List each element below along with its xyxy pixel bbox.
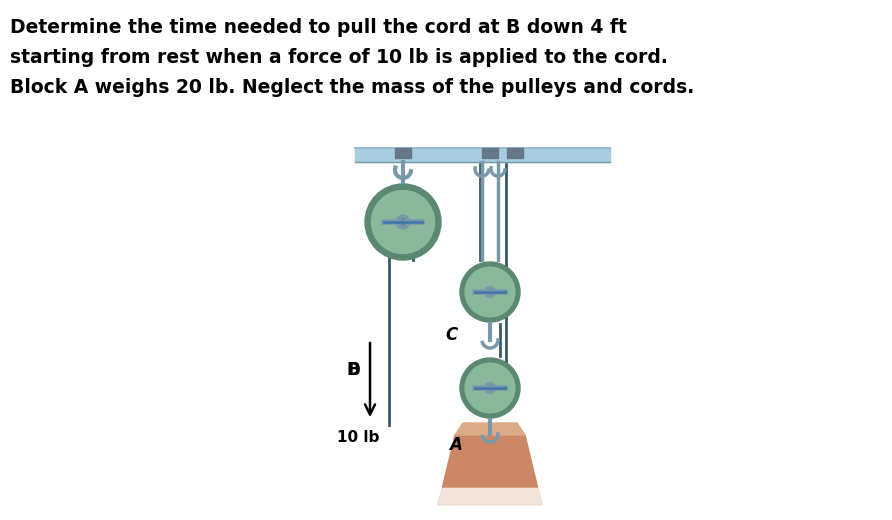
Circle shape <box>460 262 520 322</box>
Circle shape <box>484 383 495 394</box>
Circle shape <box>488 290 492 294</box>
Polygon shape <box>442 435 538 487</box>
Circle shape <box>488 386 492 390</box>
Circle shape <box>465 363 515 413</box>
Text: 10 lb: 10 lb <box>337 430 379 445</box>
Text: Determine the time needed to pull the cord at B down 4 ft: Determine the time needed to pull the co… <box>10 18 627 37</box>
Text: B: B <box>347 361 360 379</box>
Circle shape <box>371 190 434 254</box>
Circle shape <box>484 287 495 297</box>
Text: C: C <box>446 326 458 344</box>
Bar <box>355 148 610 162</box>
Circle shape <box>365 184 441 260</box>
Text: A: A <box>450 436 462 454</box>
Circle shape <box>465 267 515 317</box>
Bar <box>507 148 523 158</box>
Text: D: D <box>346 361 360 379</box>
Text: Block A weighs 20 lb. Neglect the mass of the pulleys and cords.: Block A weighs 20 lb. Neglect the mass o… <box>10 78 694 97</box>
Bar <box>482 148 498 158</box>
Circle shape <box>460 358 520 418</box>
Text: starting from rest when a force of 10 lb is applied to the cord.: starting from rest when a force of 10 lb… <box>10 48 668 67</box>
Polygon shape <box>437 487 542 505</box>
Circle shape <box>396 215 409 229</box>
Polygon shape <box>455 423 525 435</box>
Bar <box>395 148 411 158</box>
Circle shape <box>401 219 406 225</box>
